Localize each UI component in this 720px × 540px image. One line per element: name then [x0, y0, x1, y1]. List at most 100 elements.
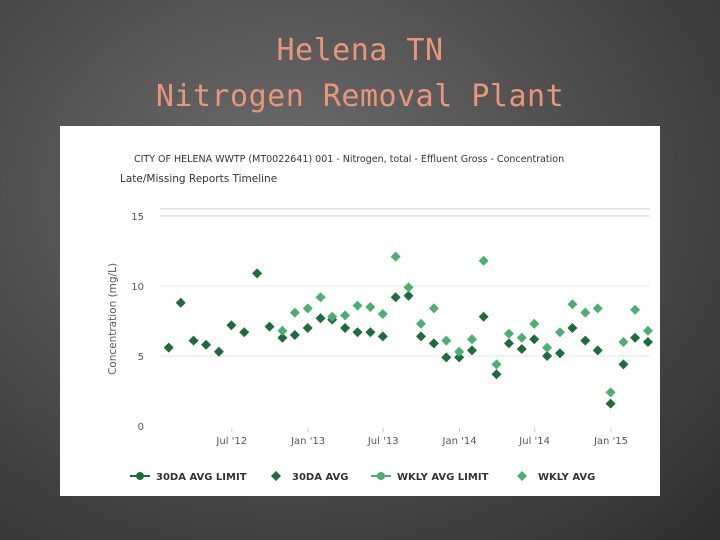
data-point: [491, 369, 502, 380]
data-point: [618, 359, 629, 370]
data-point: [327, 311, 338, 322]
data-point: [618, 337, 629, 347]
data-point: [542, 342, 553, 353]
data-point: [175, 297, 186, 308]
data-point: [503, 338, 514, 349]
data-point: [390, 292, 401, 303]
data-point: [377, 309, 388, 319]
data-point: [365, 302, 376, 312]
data-point: [529, 318, 540, 329]
data-point: [239, 327, 250, 338]
x-tick-label: Jan '15: [593, 436, 628, 447]
data-point: [226, 320, 237, 331]
data-point: [592, 345, 603, 356]
data-point: [605, 398, 616, 409]
data-point: [478, 255, 489, 266]
data-point: [642, 337, 653, 347]
data-point: [567, 299, 578, 310]
y-tick-label: 0: [138, 422, 144, 433]
slide-title: Helena TN Nitrogen Removal Plant: [0, 28, 720, 120]
data-point: [352, 300, 363, 311]
x-tick-label: Jul '14: [518, 436, 550, 447]
legend-item: WKLY AVG: [517, 471, 595, 483]
data-point: [630, 332, 641, 343]
data-point: [415, 318, 426, 329]
y-tick-label: 10: [131, 282, 144, 293]
data-point: [580, 335, 591, 346]
data-point: [529, 334, 540, 345]
data-point: [554, 348, 565, 359]
chart-subtitle: Late/Missing Reports Timeline: [120, 173, 277, 185]
data-point: [554, 327, 565, 338]
data-point: [542, 351, 553, 361]
data-point: [605, 387, 616, 398]
data-point: [302, 323, 313, 333]
chart-panel: CITY OF HELENA WWTP (MT0022641) 001 - Ni…: [60, 126, 660, 496]
data-point: [302, 303, 313, 314]
nitrogen-scatter-chart: CITY OF HELENA WWTP (MT0022641) 001 - Ni…: [107, 154, 653, 483]
legend-item: 30DA AVG: [271, 471, 348, 483]
x-tick-label: Jan '13: [290, 436, 325, 447]
data-point: [340, 323, 351, 333]
legend-label: WKLY AVG LIMIT: [397, 472, 489, 483]
data-point: [264, 321, 275, 332]
data-point: [403, 282, 414, 293]
data-point: [415, 331, 426, 342]
data-point: [213, 346, 224, 357]
data-point: [516, 344, 527, 354]
points-layer: [163, 251, 653, 409]
data-point: [428, 303, 439, 314]
data-point: [277, 332, 288, 343]
data-point: [340, 310, 351, 321]
legend-marker: [517, 471, 527, 481]
data-point: [467, 345, 478, 356]
legend-marker: [271, 471, 281, 481]
axis-layer: 0 5 10 15 Jul '12 Jan '13 Jul '13 Jan '14 Jul '1…: [131, 212, 628, 447]
legend-label: 30DA AVG LIMIT: [156, 472, 247, 483]
data-point: [352, 327, 363, 338]
data-point: [642, 325, 653, 336]
chart-title: CITY OF HELENA WWTP (MT0022641) 001 - Ni…: [134, 154, 564, 165]
data-point: [441, 352, 452, 363]
data-point: [252, 268, 263, 279]
data-point: [454, 352, 465, 363]
slide-title-line1: Helena TN: [276, 33, 444, 68]
legend-marker: [377, 472, 385, 480]
y-tick-label: 5: [138, 352, 144, 363]
data-point: [315, 313, 326, 324]
data-point: [377, 331, 388, 342]
data-point: [441, 335, 452, 346]
x-tick-label: Jul '12: [215, 436, 247, 447]
x-tick-label: Jul '13: [367, 436, 399, 447]
data-point: [428, 338, 439, 349]
data-point: [365, 327, 376, 338]
data-point: [201, 339, 212, 350]
grid-layer: [160, 208, 650, 357]
data-point: [403, 290, 414, 301]
y-axis-label: Concentration (mg/L): [107, 263, 119, 375]
data-point: [467, 334, 478, 345]
slide-title-line2: Nitrogen Removal Plant: [155, 79, 565, 114]
data-point: [390, 251, 401, 262]
y-tick-label: 15: [131, 212, 144, 223]
data-point: [567, 323, 578, 333]
data-point: [478, 311, 489, 322]
data-point: [516, 332, 527, 343]
legend-label: WKLY AVG: [538, 472, 595, 483]
legend: 30DA AVG LIMIT 30DA AVG WKLY AVG LIMIT WKLY…: [130, 471, 595, 483]
legend-item: WKLY AVG LIMIT: [371, 472, 489, 483]
data-point: [188, 335, 199, 346]
data-point: [592, 303, 603, 314]
data-point: [503, 328, 514, 339]
data-point: [315, 292, 326, 303]
data-point: [630, 304, 641, 315]
data-point: [491, 359, 502, 370]
legend-item: 30DA AVG LIMIT: [130, 472, 247, 483]
data-point: [163, 342, 174, 353]
data-point: [289, 330, 300, 340]
data-point: [277, 325, 288, 336]
data-point: [289, 307, 300, 318]
x-tick-label: Jan '14: [442, 436, 477, 447]
data-point: [580, 307, 591, 318]
data-point: [454, 346, 465, 357]
